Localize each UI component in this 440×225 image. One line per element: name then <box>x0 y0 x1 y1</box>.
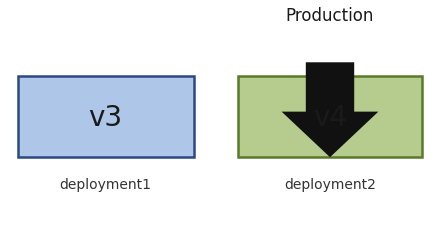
Text: Production: Production <box>286 7 374 25</box>
Text: deployment2: deployment2 <box>284 178 376 191</box>
FancyBboxPatch shape <box>18 76 194 158</box>
Text: deployment1: deployment1 <box>59 178 152 191</box>
Text: v4: v4 <box>313 103 347 131</box>
Text: v3: v3 <box>88 103 123 131</box>
Polygon shape <box>282 63 378 158</box>
FancyBboxPatch shape <box>238 76 422 158</box>
